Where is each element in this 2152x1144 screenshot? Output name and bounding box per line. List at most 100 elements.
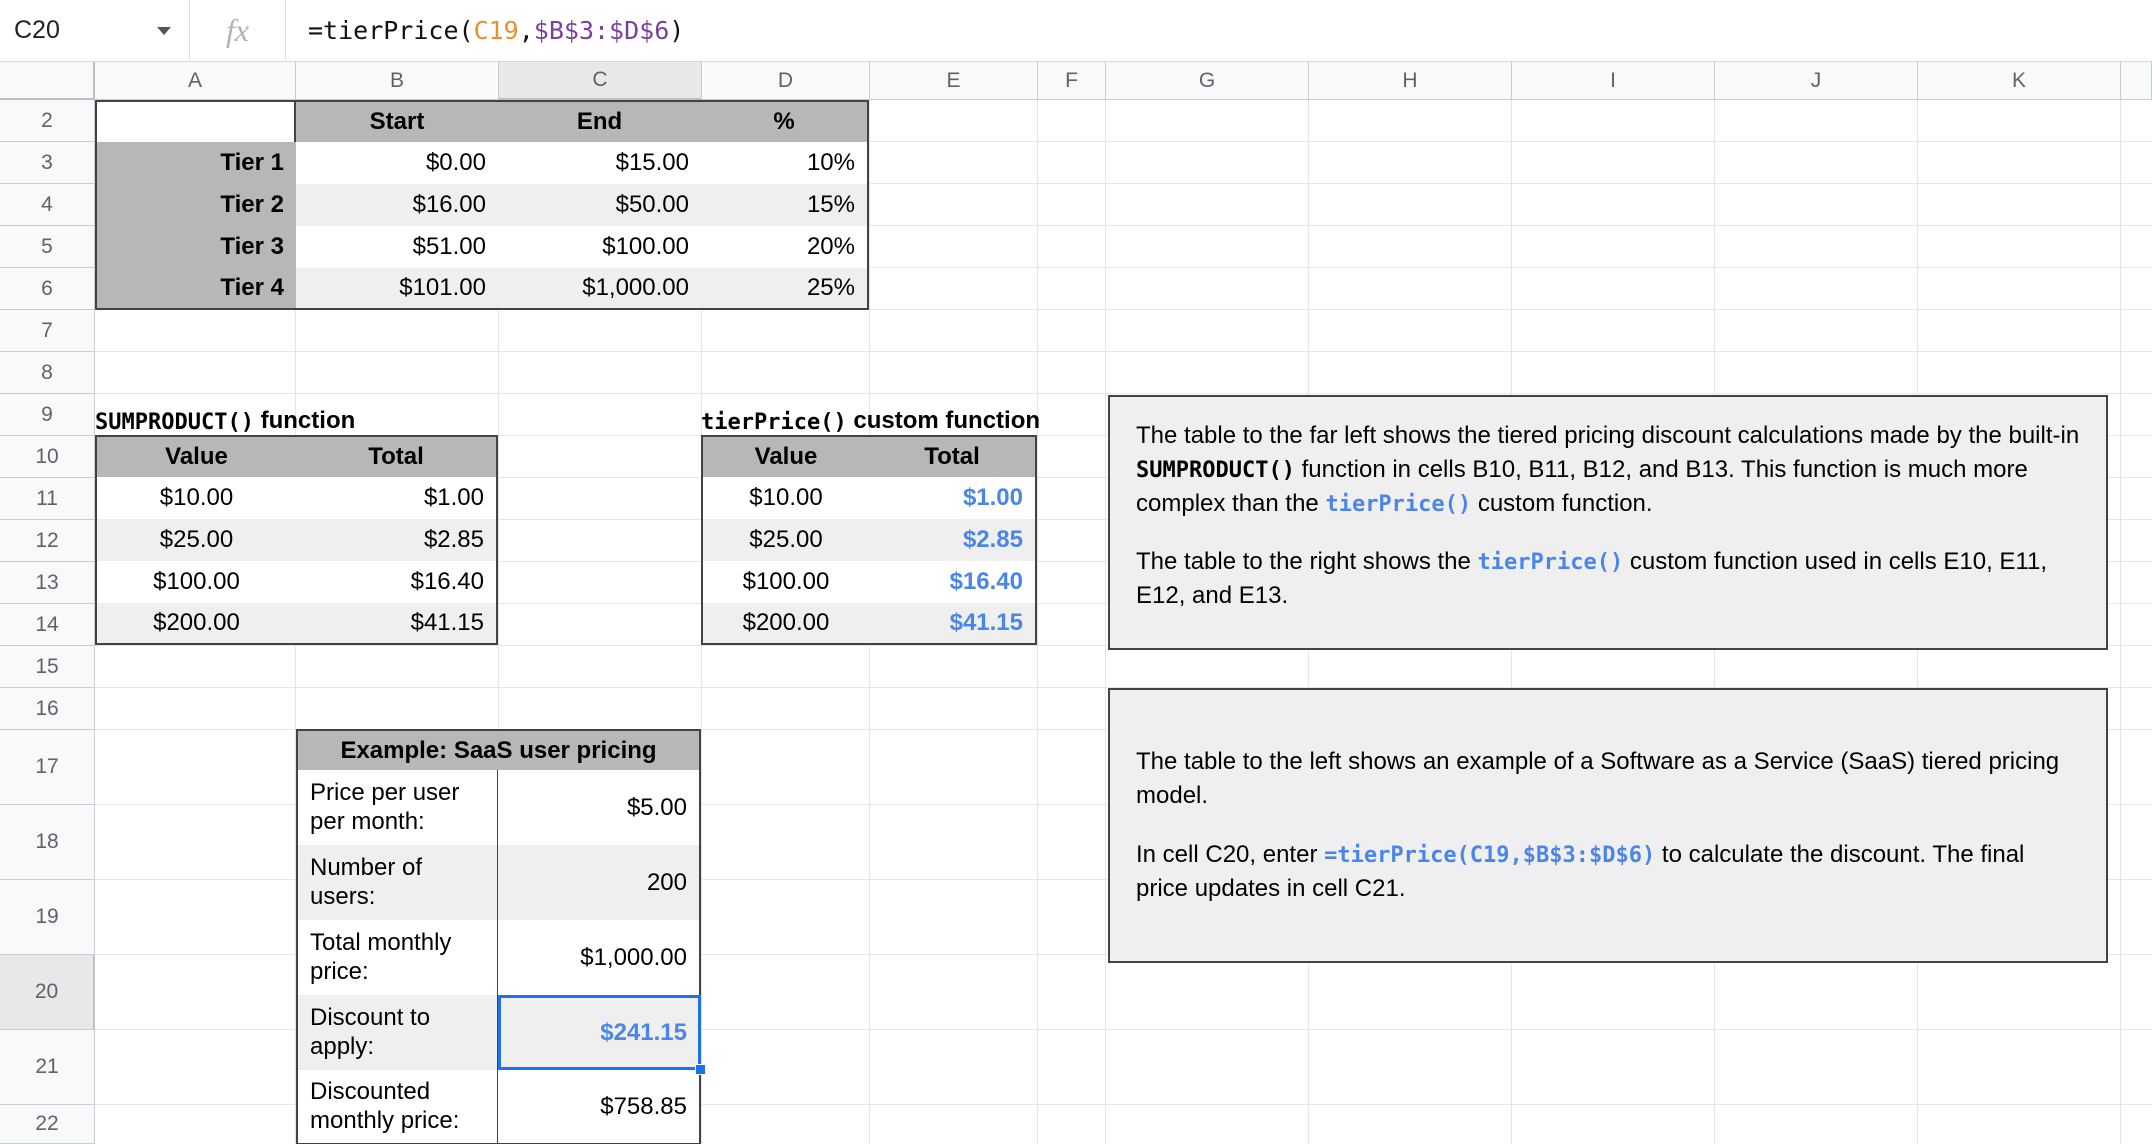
saas-label[interactable]: Price per user per month: bbox=[296, 770, 498, 845]
tier-pct[interactable]: 20% bbox=[701, 226, 869, 268]
column-header-i[interactable]: I bbox=[1512, 62, 1715, 100]
gridline-h bbox=[95, 183, 2152, 184]
name-box[interactable]: C20 bbox=[0, 0, 190, 62]
saas-value[interactable]: $1,000.00 bbox=[498, 920, 701, 995]
tier-end[interactable]: $50.00 bbox=[498, 184, 701, 226]
row-header-20[interactable]: 20 bbox=[0, 955, 95, 1030]
tierprice-total[interactable]: $1.00 bbox=[869, 477, 1037, 519]
sumproduct-value[interactable]: $100.00 bbox=[95, 561, 296, 603]
tier-start[interactable]: $101.00 bbox=[296, 268, 498, 310]
saas-value-discount[interactable]: $241.15 bbox=[498, 995, 701, 1070]
column-header-d[interactable]: D bbox=[702, 62, 870, 100]
column-header-a[interactable]: A bbox=[95, 62, 296, 100]
row-header-9[interactable]: 9 bbox=[0, 394, 95, 436]
row-header-14[interactable]: 14 bbox=[0, 604, 95, 646]
gridline-h bbox=[95, 309, 2152, 310]
sumproduct-total[interactable]: $1.00 bbox=[296, 477, 498, 519]
note-bottom-paragraph-2: In cell C20, enter =tierPrice(C19,$B$3:$… bbox=[1136, 838, 2080, 906]
note-top-p2-a: The table to the right shows the bbox=[1136, 548, 1478, 576]
sumproduct-total[interactable]: $2.85 bbox=[296, 519, 498, 561]
tier-table-header-end[interactable]: End bbox=[498, 100, 701, 142]
row-header-11[interactable]: 11 bbox=[0, 478, 95, 520]
tier-start[interactable]: $51.00 bbox=[296, 226, 498, 268]
sumproduct-caption-code: SUMPRODUCT() bbox=[95, 410, 254, 435]
tier-label[interactable]: Tier 2 bbox=[95, 184, 296, 226]
sumproduct-header-total[interactable]: Total bbox=[296, 435, 498, 477]
sumproduct-value[interactable]: $10.00 bbox=[95, 477, 296, 519]
row-header-2[interactable]: 2 bbox=[0, 100, 95, 142]
tier-pct[interactable]: 15% bbox=[701, 184, 869, 226]
saas-value[interactable]: $5.00 bbox=[498, 770, 701, 845]
sumproduct-value[interactable]: $25.00 bbox=[95, 519, 296, 561]
tierprice-header-total[interactable]: Total bbox=[869, 435, 1037, 477]
formula-input[interactable]: =tierPrice(C19, $B$3:$D$6) bbox=[286, 0, 2152, 62]
cell-area[interactable]: Start End % Tier 1 $0.00 $15.00 10% Tier… bbox=[95, 100, 2152, 1144]
row-header-5[interactable]: 5 bbox=[0, 226, 95, 268]
tierprice-value[interactable]: $10.00 bbox=[701, 477, 869, 519]
row-header-17[interactable]: 17 bbox=[0, 730, 95, 805]
fill-handle[interactable] bbox=[695, 1064, 706, 1075]
sumproduct-total[interactable]: $41.15 bbox=[296, 603, 498, 645]
select-all-corner[interactable] bbox=[0, 62, 95, 100]
column-header-e[interactable]: E bbox=[870, 62, 1038, 100]
sumproduct-header-value[interactable]: Value bbox=[95, 435, 296, 477]
row-header-15[interactable]: 15 bbox=[0, 646, 95, 688]
saas-label[interactable]: Total monthly price: bbox=[296, 920, 498, 995]
row-header-3[interactable]: 3 bbox=[0, 142, 95, 184]
tier-pct[interactable]: 10% bbox=[701, 142, 869, 184]
saas-label[interactable]: Discount to apply: bbox=[296, 995, 498, 1070]
row-header-19[interactable]: 19 bbox=[0, 880, 95, 955]
row-header-7[interactable]: 7 bbox=[0, 310, 95, 352]
row-header-12[interactable]: 12 bbox=[0, 520, 95, 562]
row-header-8[interactable]: 8 bbox=[0, 352, 95, 394]
gridline-v bbox=[1105, 100, 1106, 1144]
tier-table-header-start[interactable]: Start bbox=[296, 100, 498, 142]
tier-end[interactable]: $100.00 bbox=[498, 226, 701, 268]
gridline-h bbox=[95, 225, 2152, 226]
column-header-k[interactable]: K bbox=[1918, 62, 2121, 100]
tierprice-total[interactable]: $16.40 bbox=[869, 561, 1037, 603]
spreadsheet-grid[interactable]: A B C D E F G H I J K 2 3 4 5 6 7 8 9 10… bbox=[0, 62, 2152, 1144]
column-header-b[interactable]: B bbox=[296, 62, 499, 100]
tier-table-header-pct[interactable]: % bbox=[701, 100, 869, 142]
tier-end[interactable]: $15.00 bbox=[498, 142, 701, 184]
tier-pct[interactable]: 25% bbox=[701, 268, 869, 310]
row-header-16[interactable]: 16 bbox=[0, 688, 95, 730]
row-header-13[interactable]: 13 bbox=[0, 562, 95, 604]
column-header-h[interactable]: H bbox=[1309, 62, 1512, 100]
tier-table-corner[interactable] bbox=[95, 100, 296, 142]
tierprice-value[interactable]: $25.00 bbox=[701, 519, 869, 561]
tier-start[interactable]: $0.00 bbox=[296, 142, 498, 184]
saas-table-title[interactable]: Example: SaaS user pricing bbox=[296, 729, 701, 770]
tierprice-total[interactable]: $41.15 bbox=[869, 603, 1037, 645]
saas-value[interactable]: $758.85 bbox=[498, 1070, 701, 1144]
tierprice-total[interactable]: $2.85 bbox=[869, 519, 1037, 561]
saas-label[interactable]: Discounted monthly price: bbox=[296, 1070, 498, 1144]
row-header-21[interactable]: 21 bbox=[0, 1030, 95, 1105]
row-header-22[interactable]: 22 bbox=[0, 1105, 95, 1144]
tier-start[interactable]: $16.00 bbox=[296, 184, 498, 226]
row-header-10[interactable]: 10 bbox=[0, 436, 95, 478]
tierprice-value[interactable]: $200.00 bbox=[701, 603, 869, 645]
column-header-l[interactable] bbox=[2121, 62, 2152, 100]
saas-value[interactable]: 200 bbox=[498, 845, 701, 920]
sumproduct-value[interactable]: $200.00 bbox=[95, 603, 296, 645]
column-header-f[interactable]: F bbox=[1038, 62, 1106, 100]
column-header-c[interactable]: C bbox=[499, 62, 702, 100]
tier-end[interactable]: $1,000.00 bbox=[498, 268, 701, 310]
saas-label[interactable]: Number of users: bbox=[296, 845, 498, 920]
tierprice-header-value[interactable]: Value bbox=[701, 435, 869, 477]
sumproduct-total[interactable]: $16.40 bbox=[296, 561, 498, 603]
function-button[interactable]: fx bbox=[190, 0, 286, 62]
row-header-18[interactable]: 18 bbox=[0, 805, 95, 880]
row-header-6[interactable]: 6 bbox=[0, 268, 95, 310]
tier-label[interactable]: Tier 4 bbox=[95, 268, 296, 310]
tier-label[interactable]: Tier 3 bbox=[95, 226, 296, 268]
row-header-4[interactable]: 4 bbox=[0, 184, 95, 226]
note-bottom-paragraph-1: The table to the left shows an example o… bbox=[1136, 748, 2060, 810]
column-header-g[interactable]: G bbox=[1106, 62, 1309, 100]
tier-label[interactable]: Tier 1 bbox=[95, 142, 296, 184]
column-header-j[interactable]: J bbox=[1715, 62, 1918, 100]
chevron-down-icon[interactable] bbox=[157, 26, 171, 35]
tierprice-value[interactable]: $100.00 bbox=[701, 561, 869, 603]
